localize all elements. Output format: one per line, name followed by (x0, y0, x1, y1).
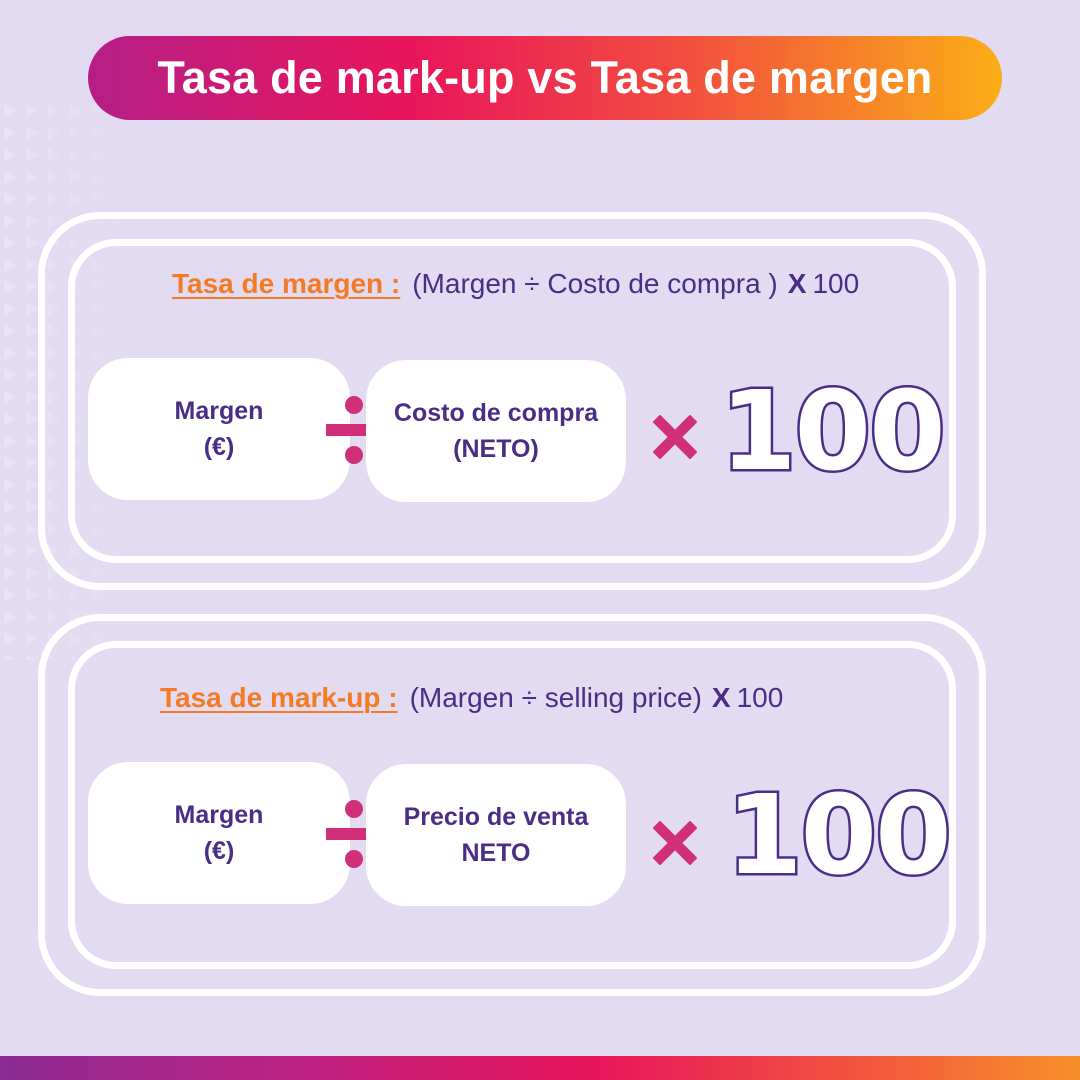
section-markup-outer-frame (38, 614, 986, 996)
section-margen-outer-frame (38, 212, 986, 590)
page-title: Tasa de mark-up vs Tasa de margen (157, 52, 933, 103)
numerator-line2: (€) (203, 433, 235, 461)
formula-factor: 100 (736, 682, 784, 713)
numerator-line2: (€) (203, 837, 235, 865)
formula-markup: Tasa de mark-up : (Margen ÷ selling pric… (160, 682, 783, 714)
formula-expression: (Margen ÷ Costo de compra ) (412, 268, 778, 299)
denominator-line1: Precio de venta (403, 802, 589, 831)
section-markup-inner-frame (68, 641, 956, 969)
denominator-line2: NETO (461, 839, 531, 867)
formula-margen: Tasa de margen : (Margen ÷ Costo de comp… (172, 268, 859, 300)
multiply-icon (653, 415, 697, 459)
numerator-line1: Margen (174, 800, 264, 829)
numerator-card: Margen (€) (88, 358, 350, 500)
section-margen-inner-frame (68, 239, 956, 563)
numerator-card: Margen (€) (88, 762, 350, 904)
numerator-line1: Margen (174, 396, 264, 425)
big-number-100: 100 (724, 771, 955, 899)
formula-expression: (Margen ÷ selling price) (409, 682, 702, 713)
bottom-gradient-bar (0, 1056, 1080, 1080)
formula-multiply-sign: X (787, 268, 807, 299)
title-banner: Tasa de mark-up vs Tasa de margen (88, 36, 1002, 120)
big-number-100: 100 (718, 367, 949, 495)
formula-factor: 100 (812, 268, 860, 299)
formula-label: Tasa de margen : (172, 268, 401, 299)
denominator-card: Costo de compra (NETO) (366, 360, 626, 502)
denominator-line2: (NETO) (453, 435, 539, 463)
multiply-icon (653, 821, 697, 865)
formula-multiply-sign: X (711, 682, 731, 713)
denominator-line1: Costo de compra (393, 398, 599, 427)
formula-label: Tasa de mark-up : (160, 682, 398, 713)
denominator-card: Precio de venta NETO (366, 764, 626, 906)
